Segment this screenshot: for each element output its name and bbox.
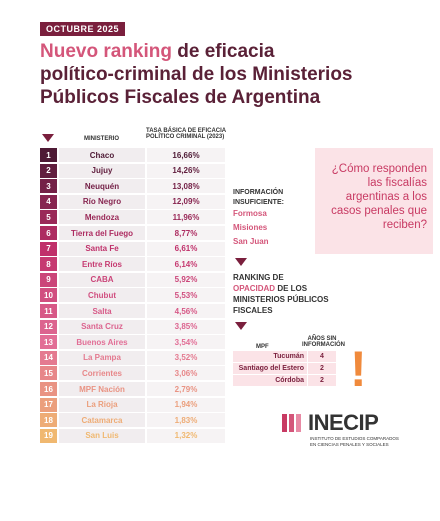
logo-name: INECIP: [308, 410, 379, 435]
rank-number: 12: [40, 319, 57, 334]
ministry-name: La Pampa: [59, 350, 145, 365]
opacity-title-text: RANKING DE: [233, 273, 284, 282]
rank-number: 4: [40, 194, 57, 209]
mpf-name: Córdoba: [233, 375, 307, 386]
rank-number: 16: [40, 382, 57, 396]
logo-bar: [289, 414, 294, 432]
rate-value: 6,61%: [147, 241, 225, 256]
ministry-name: Entre Ríos: [59, 257, 145, 272]
rate-value: 1,94%: [147, 397, 225, 412]
rate-value: 16,66%: [147, 148, 225, 162]
ministry-name: Mendoza: [59, 210, 145, 225]
column-header: MINISTERIO: [84, 136, 120, 142]
date-badge: OCTUBRE 2025: [40, 22, 126, 36]
insufficient-item: San Juan: [233, 237, 269, 246]
rate-value: 3,85%: [147, 319, 225, 334]
rank-number: 11: [40, 304, 57, 318]
title: Nuevo ranking de eficacia político-crimi…: [40, 40, 353, 109]
rank-number: 1: [40, 148, 57, 162]
header-arrow: [42, 134, 54, 142]
rank-number: 15: [40, 366, 57, 381]
years-value: 4: [308, 351, 336, 362]
ministry-name: Santa Fe: [59, 241, 145, 256]
ministry-name: Chaco: [59, 148, 145, 162]
arrow: [235, 322, 247, 330]
rate-value: 2,79%: [147, 382, 225, 396]
rank-number: 13: [40, 335, 57, 350]
ministry-name: Santa Cruz: [59, 319, 145, 334]
rate-value: 14,26%: [147, 163, 225, 178]
rate-value: 8,77%: [147, 226, 225, 240]
ministry-name: La Rioja: [59, 397, 145, 412]
exclamation-icon: !: [350, 341, 367, 397]
rank-number: 14: [40, 350, 57, 365]
title-highlight: Nuevo ranking: [40, 41, 172, 62]
rate-value: 6,14%: [147, 257, 225, 272]
rank-number: 18: [40, 413, 57, 428]
ministry-name: Tierra del Fuego: [59, 226, 145, 240]
rank-number: 5: [40, 210, 57, 225]
rank-number: 3: [40, 179, 57, 194]
years-value: 2: [308, 375, 336, 386]
ministry-name: Catamarca: [59, 413, 145, 428]
ministry-name: CABA: [59, 272, 145, 287]
ministry-name: San Luis: [59, 428, 145, 443]
rate-value: 3,54%: [147, 335, 225, 350]
ministry-name: MPF Nación: [59, 382, 145, 396]
ministry-name: Buenos Aires: [59, 335, 145, 350]
rank-number: 7: [40, 241, 57, 256]
ministry-name: Corrientes: [59, 366, 145, 381]
rate-value: 3,06%: [147, 366, 225, 381]
rate-value: 3,52%: [147, 350, 225, 365]
opacity-title-text: DE LOS MINISTERIOS PÚBLICOS FISCALES: [233, 284, 329, 315]
rate-value: 1,32%: [147, 428, 225, 443]
ministry-name: Salta: [59, 304, 145, 318]
opacity-title: RANKING DE OPACIDAD DE LOS MINISTERIOS P…: [233, 272, 333, 316]
years-value: 2: [308, 363, 336, 374]
rate-value: 13,08%: [147, 179, 225, 194]
rate-value: 5,92%: [147, 272, 225, 287]
mpf-name: Santiago del Estero: [233, 363, 307, 374]
rank-number: 10: [40, 288, 57, 303]
logo-subtitle: INSTITUTO DE ESTUDIOS COMPARADOS EN CIEN…: [310, 436, 399, 447]
insufficient-item: Misiones: [233, 223, 268, 232]
arrow: [235, 258, 247, 266]
rate-value: 12,09%: [147, 194, 225, 209]
rank-number: 9: [40, 272, 57, 287]
rank-number: 8: [40, 257, 57, 272]
column-header: TASA BÁSICA DE EFICACIA POLÍTICO CRIMINA…: [146, 128, 226, 140]
rate-value: 1,83%: [147, 413, 225, 428]
insufficient-item: Formosa: [233, 209, 267, 218]
column-header: MPF: [256, 344, 269, 350]
rank-number: 19: [40, 428, 57, 443]
ministry-name: Neuquén: [59, 179, 145, 194]
logo-mark: [282, 414, 301, 432]
ministry-name: Jujuy: [59, 163, 145, 178]
title-line: político-criminal de los Ministerios: [40, 64, 353, 85]
logo-bar: [296, 414, 301, 432]
logo-bar: [282, 414, 287, 432]
rate-value: 4,56%: [147, 304, 225, 318]
insufficient-label: INFORMACIÓN INSUFICIENTE:: [233, 189, 284, 206]
opacity-highlight: OPACIDAD: [233, 284, 276, 293]
rate-value: 5,53%: [147, 288, 225, 303]
rank-number: 6: [40, 226, 57, 240]
ministry-name: Río Negro: [59, 194, 145, 209]
mpf-name: Tucumán: [233, 351, 307, 362]
question-box: ¿Cómo responden las fiscalías argentinas…: [315, 148, 433, 254]
rank-number: 2: [40, 163, 57, 178]
ministry-name: Chubut: [59, 288, 145, 303]
column-header: AÑOS SIN INFORMACIÓN: [302, 336, 345, 348]
rate-value: 11,96%: [147, 210, 225, 225]
title-line: de eficacia: [177, 41, 275, 62]
title-line: Públicos Fiscales de Argentina: [40, 87, 321, 108]
rank-number: 17: [40, 397, 57, 412]
